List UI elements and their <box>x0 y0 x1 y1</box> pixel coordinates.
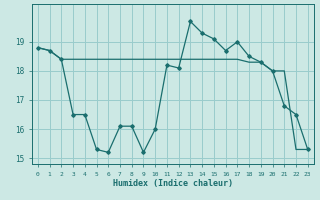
X-axis label: Humidex (Indice chaleur): Humidex (Indice chaleur) <box>113 179 233 188</box>
